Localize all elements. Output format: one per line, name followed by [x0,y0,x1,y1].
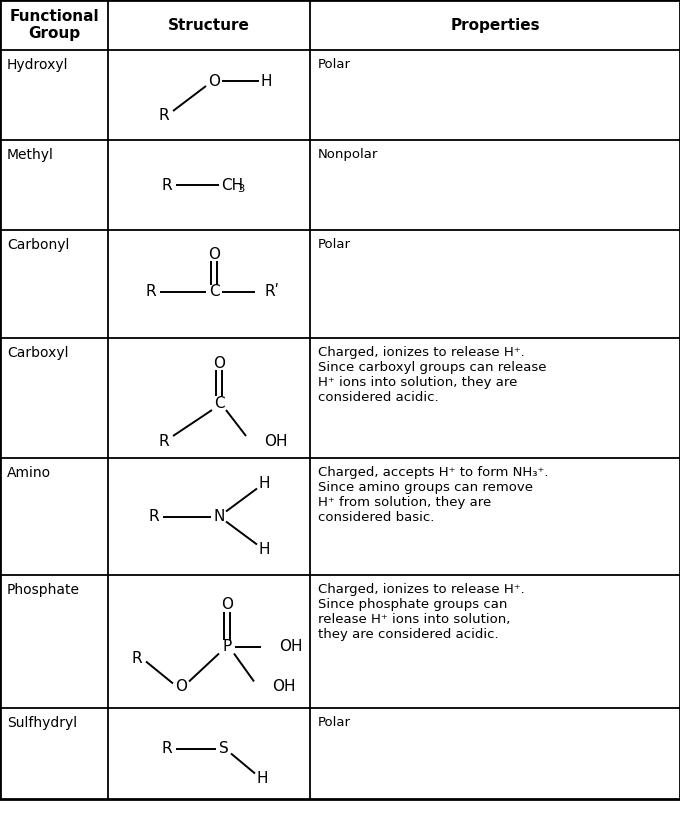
Text: Structure: Structure [168,17,250,32]
Text: Properties: Properties [450,17,540,32]
Text: O: O [221,597,233,612]
Text: C: C [214,396,224,411]
Text: OH: OH [264,433,288,448]
Text: OH: OH [272,679,296,694]
Text: O: O [213,356,225,371]
Text: Carboxyl: Carboxyl [7,346,69,360]
Text: Polar: Polar [318,238,351,251]
Text: C: C [209,285,220,300]
Text: Charged, ionizes to release H⁺.
Since carboxyl groups can release
H⁺ ions into s: Charged, ionizes to release H⁺. Since ca… [318,346,547,404]
Text: Carbonyl: Carbonyl [7,238,69,252]
Text: P: P [222,639,232,654]
Text: O: O [175,679,187,694]
Text: OH: OH [279,639,303,654]
Text: Charged, accepts H⁺ to form NH₃⁺.
Since amino groups can remove
H⁺ from solution: Charged, accepts H⁺ to form NH₃⁺. Since … [318,466,549,524]
Text: Nonpolar: Nonpolar [318,148,378,161]
Text: Rʹ: Rʹ [264,285,279,300]
Text: R: R [158,433,169,448]
Text: Phosphate: Phosphate [7,583,80,597]
Text: Methyl: Methyl [7,148,54,162]
Text: CH: CH [221,177,243,192]
Text: Functional
Group: Functional Group [10,9,99,41]
Text: O: O [208,247,220,262]
Text: N: N [214,509,224,524]
Text: R: R [146,285,156,300]
Text: Polar: Polar [318,58,351,71]
Text: R: R [149,509,159,524]
Text: R: R [132,651,142,666]
Text: Polar: Polar [318,716,351,729]
Text: Charged, ionizes to release H⁺.
Since phosphate groups can
release H⁺ ions into : Charged, ionizes to release H⁺. Since ph… [318,583,525,641]
Text: R: R [158,107,169,122]
Text: O: O [208,73,220,88]
Text: H: H [256,771,268,786]
Text: 3: 3 [237,184,244,194]
Text: Amino: Amino [7,466,51,480]
Text: Hydroxyl: Hydroxyl [7,58,69,72]
Text: Sulfhydryl: Sulfhydryl [7,716,77,730]
Text: H: H [260,73,272,88]
Text: R: R [162,741,172,756]
Text: R: R [162,177,172,192]
Text: S: S [219,741,229,756]
Text: H: H [258,542,270,557]
Text: H: H [258,476,270,491]
